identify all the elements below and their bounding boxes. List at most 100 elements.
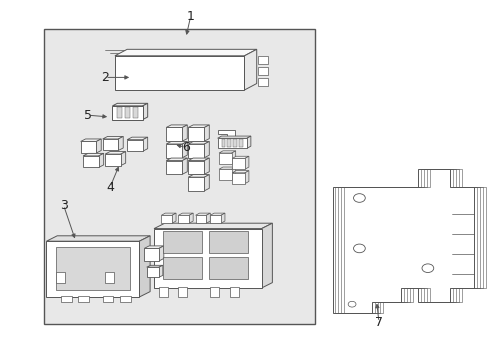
Polygon shape <box>154 229 261 288</box>
Polygon shape <box>142 137 147 151</box>
Polygon shape <box>209 231 248 253</box>
Polygon shape <box>219 151 235 153</box>
Polygon shape <box>188 144 204 158</box>
Polygon shape <box>244 49 256 90</box>
Polygon shape <box>219 153 231 164</box>
Polygon shape <box>257 67 268 75</box>
Polygon shape <box>142 103 147 120</box>
Polygon shape <box>112 103 147 106</box>
Polygon shape <box>232 173 244 184</box>
Polygon shape <box>257 78 268 86</box>
Polygon shape <box>99 153 103 167</box>
Polygon shape <box>332 169 473 313</box>
Polygon shape <box>210 213 224 215</box>
Polygon shape <box>182 141 187 158</box>
Polygon shape <box>163 257 202 279</box>
Text: 3: 3 <box>60 199 67 212</box>
Polygon shape <box>227 139 230 147</box>
Polygon shape <box>81 139 101 141</box>
Polygon shape <box>125 107 130 118</box>
Polygon shape <box>189 213 193 223</box>
Polygon shape <box>117 107 122 118</box>
Polygon shape <box>56 247 129 290</box>
Polygon shape <box>217 136 250 138</box>
Polygon shape <box>159 246 163 261</box>
Polygon shape <box>115 56 244 90</box>
Polygon shape <box>178 287 187 297</box>
Polygon shape <box>166 127 182 141</box>
Polygon shape <box>44 29 315 324</box>
Polygon shape <box>188 127 204 141</box>
Polygon shape <box>172 213 176 223</box>
Polygon shape <box>159 287 167 297</box>
Circle shape <box>421 264 433 273</box>
Polygon shape <box>217 130 234 137</box>
Polygon shape <box>219 169 231 180</box>
Polygon shape <box>188 125 209 127</box>
Polygon shape <box>246 136 250 148</box>
Polygon shape <box>244 156 248 169</box>
Polygon shape <box>217 138 246 148</box>
Polygon shape <box>244 171 248 184</box>
Polygon shape <box>163 231 202 253</box>
Polygon shape <box>166 141 187 144</box>
Polygon shape <box>112 106 142 120</box>
Polygon shape <box>178 213 193 215</box>
Polygon shape <box>105 154 121 166</box>
Polygon shape <box>127 140 142 151</box>
Text: 5: 5 <box>84 109 92 122</box>
Polygon shape <box>166 158 187 161</box>
Polygon shape <box>161 215 172 223</box>
Polygon shape <box>102 136 123 139</box>
Polygon shape <box>46 241 139 297</box>
Polygon shape <box>46 236 150 241</box>
Polygon shape <box>78 296 89 302</box>
Polygon shape <box>182 158 187 174</box>
Polygon shape <box>159 265 163 277</box>
Polygon shape <box>232 158 244 169</box>
Polygon shape <box>105 152 125 154</box>
Polygon shape <box>166 144 182 158</box>
Polygon shape <box>232 156 248 158</box>
Circle shape <box>353 244 365 253</box>
Polygon shape <box>233 139 236 147</box>
Polygon shape <box>210 287 219 297</box>
Polygon shape <box>133 107 138 118</box>
Polygon shape <box>188 161 204 174</box>
Text: 4: 4 <box>106 181 114 194</box>
Polygon shape <box>146 265 163 267</box>
Polygon shape <box>204 125 209 141</box>
Polygon shape <box>195 213 210 215</box>
Polygon shape <box>96 139 101 153</box>
Polygon shape <box>239 139 242 147</box>
Polygon shape <box>102 139 118 150</box>
Polygon shape <box>178 215 189 223</box>
Polygon shape <box>161 213 176 215</box>
Polygon shape <box>231 167 235 180</box>
Polygon shape <box>195 215 206 223</box>
Polygon shape <box>118 136 123 150</box>
Text: 2: 2 <box>101 71 109 84</box>
Polygon shape <box>221 213 224 223</box>
Polygon shape <box>257 56 268 64</box>
Text: 7: 7 <box>374 316 382 329</box>
Polygon shape <box>210 215 221 223</box>
Polygon shape <box>188 158 209 161</box>
Polygon shape <box>81 141 96 153</box>
Polygon shape <box>154 223 272 229</box>
Polygon shape <box>221 139 224 147</box>
Polygon shape <box>56 272 65 283</box>
Polygon shape <box>204 158 209 174</box>
Polygon shape <box>188 175 209 177</box>
Polygon shape <box>115 49 256 56</box>
Polygon shape <box>188 141 209 144</box>
Polygon shape <box>219 167 235 169</box>
Polygon shape <box>182 125 187 141</box>
Polygon shape <box>102 296 113 302</box>
Polygon shape <box>261 223 272 288</box>
Polygon shape <box>229 287 238 297</box>
Polygon shape <box>83 153 103 156</box>
Polygon shape <box>232 171 248 173</box>
Polygon shape <box>144 248 159 261</box>
Polygon shape <box>121 152 125 166</box>
